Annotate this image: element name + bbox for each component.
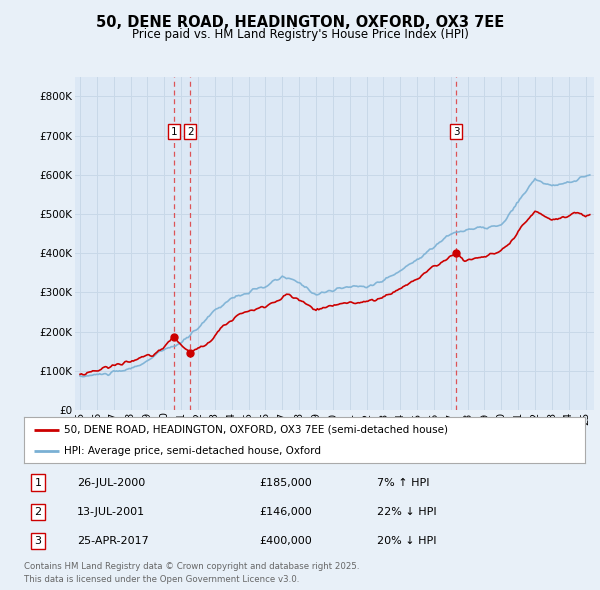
Text: 50, DENE ROAD, HEADINGTON, OXFORD, OX3 7EE: 50, DENE ROAD, HEADINGTON, OXFORD, OX3 7… <box>96 15 504 30</box>
Text: 20% ↓ HPI: 20% ↓ HPI <box>377 536 437 546</box>
Text: £185,000: £185,000 <box>260 477 313 487</box>
Text: 13-JUL-2001: 13-JUL-2001 <box>77 507 145 517</box>
Text: 1: 1 <box>35 477 41 487</box>
Text: 3: 3 <box>35 536 41 546</box>
Text: 22% ↓ HPI: 22% ↓ HPI <box>377 507 437 517</box>
Text: 1: 1 <box>170 127 177 137</box>
Text: Contains HM Land Registry data © Crown copyright and database right 2025.: Contains HM Land Registry data © Crown c… <box>24 562 359 571</box>
Text: 25-APR-2017: 25-APR-2017 <box>77 536 149 546</box>
Text: HPI: Average price, semi-detached house, Oxford: HPI: Average price, semi-detached house,… <box>64 445 322 455</box>
Text: 26-JUL-2000: 26-JUL-2000 <box>77 477 146 487</box>
Text: 3: 3 <box>453 127 460 137</box>
Text: Price paid vs. HM Land Registry's House Price Index (HPI): Price paid vs. HM Land Registry's House … <box>131 28 469 41</box>
Text: £400,000: £400,000 <box>260 536 313 546</box>
Text: This data is licensed under the Open Government Licence v3.0.: This data is licensed under the Open Gov… <box>24 575 299 584</box>
Text: 7% ↑ HPI: 7% ↑ HPI <box>377 477 430 487</box>
Text: £146,000: £146,000 <box>260 507 313 517</box>
Text: 2: 2 <box>34 507 41 517</box>
Text: 50, DENE ROAD, HEADINGTON, OXFORD, OX3 7EE (semi-detached house): 50, DENE ROAD, HEADINGTON, OXFORD, OX3 7… <box>64 425 448 435</box>
Text: 2: 2 <box>187 127 194 137</box>
